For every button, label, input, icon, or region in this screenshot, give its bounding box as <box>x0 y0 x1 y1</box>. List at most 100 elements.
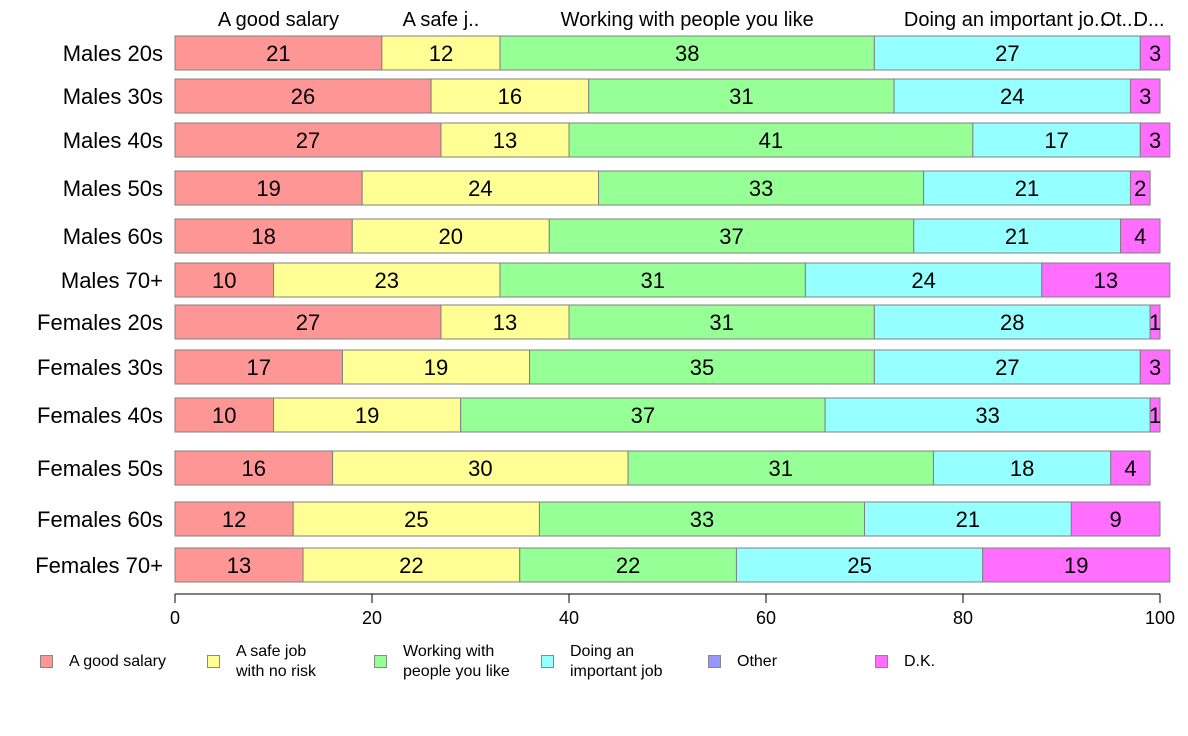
data-label: 12 <box>222 507 246 532</box>
data-label: 24 <box>911 268 935 293</box>
bar-segment <box>440 304 570 340</box>
data-label: 27 <box>995 355 1019 380</box>
data-label: 13 <box>227 553 251 578</box>
data-label: 3 <box>1149 128 1161 153</box>
bar-segment <box>174 349 343 385</box>
bar-segment <box>519 547 737 583</box>
bar-segment <box>982 547 1171 583</box>
data-label: 37 <box>631 403 655 428</box>
data-label: 24 <box>468 176 492 201</box>
bar-segment <box>913 218 1122 254</box>
top-column-label: Working with people you like <box>561 9 814 31</box>
data-label: 31 <box>729 84 753 109</box>
category-label: Females 60s <box>37 507 163 532</box>
data-label: 31 <box>769 456 793 481</box>
legend-label: D.K. <box>904 652 935 672</box>
category-label: Males 50s <box>63 176 163 201</box>
data-label: 41 <box>759 128 783 153</box>
legend-label-line: Other <box>737 653 778 670</box>
top-column-label: A good salary <box>218 9 339 31</box>
legend-label-line: D.K. <box>904 653 936 670</box>
data-label: 28 <box>1000 310 1024 335</box>
data-label: 22 <box>399 553 423 578</box>
bar-segment <box>864 501 1072 537</box>
data-label: 4 <box>1124 456 1136 481</box>
top-column-label: A safe j.. <box>403 9 480 31</box>
data-label: 35 <box>690 355 714 380</box>
data-label: 23 <box>375 268 399 293</box>
bar-segment <box>499 35 875 71</box>
bar-segment <box>174 450 334 486</box>
data-label: 31 <box>640 268 664 293</box>
category-label: Males 30s <box>63 84 163 109</box>
data-label: 26 <box>291 84 315 109</box>
data-label: 30 <box>468 456 492 481</box>
legend-label-line: Working with <box>403 643 495 660</box>
legend-swatch <box>40 655 53 668</box>
data-label: 25 <box>404 507 428 532</box>
bar-segment <box>1110 450 1151 486</box>
data-label: 16 <box>498 84 522 109</box>
data-label: 12 <box>429 41 453 66</box>
bar-segment <box>174 304 442 340</box>
data-label: 1 <box>1149 310 1161 335</box>
bar-segment <box>302 547 521 583</box>
legend-label: Working with people you like <box>403 642 510 682</box>
bar-segment <box>273 397 462 433</box>
bar-segment <box>1041 262 1171 298</box>
legend-label-line: people you like <box>403 663 510 680</box>
bar-segment <box>351 218 550 254</box>
category-label: Females 70+ <box>35 553 163 578</box>
data-label: 13 <box>493 128 517 153</box>
data-label: 33 <box>975 403 999 428</box>
data-label: 3 <box>1149 41 1161 66</box>
bar-segment <box>341 349 531 385</box>
data-label: 17 <box>246 355 270 380</box>
chart-legend: A good salary A safe job with no risk Worki… <box>40 642 1140 688</box>
data-label: 37 <box>719 224 743 249</box>
bar-segment <box>1070 501 1161 537</box>
legend-item: Working with people you like <box>374 642 510 682</box>
top-column-label: D... <box>1134 9 1165 31</box>
data-label: 21 <box>1015 176 1039 201</box>
bar-segment <box>1120 218 1161 254</box>
data-label: 9 <box>1110 507 1122 532</box>
legend-label-line: A safe job <box>236 643 307 660</box>
bar-segment <box>598 170 925 206</box>
data-label: 33 <box>690 507 714 532</box>
top-column-label: Doing an important jo... <box>904 9 1111 31</box>
legend-label-line: A good salary <box>69 653 166 670</box>
data-label: 38 <box>675 41 699 66</box>
category-label: Males 70+ <box>61 268 163 293</box>
legend-item: Other <box>708 642 777 672</box>
data-label: 10 <box>212 403 236 428</box>
data-label: 19 <box>1064 553 1088 578</box>
bar-segment <box>460 397 826 433</box>
bar-segment <box>548 218 915 254</box>
legend-item: Doing an important job <box>541 642 663 682</box>
bar-segment <box>1149 397 1161 433</box>
legend-item: A safe job with no risk <box>207 642 316 682</box>
data-label: 19 <box>424 355 448 380</box>
data-label: 22 <box>616 553 640 578</box>
category-label: Males 20s <box>63 41 163 66</box>
category-label: Females 40s <box>37 403 163 428</box>
category-label: Females 20s <box>37 310 163 335</box>
legend-item: A good salary <box>40 642 166 672</box>
legend-label: Other <box>737 652 777 672</box>
bar-segment <box>174 170 363 206</box>
data-label: 31 <box>709 310 733 335</box>
x-tick-label: 100 <box>1145 608 1175 628</box>
bar-segment <box>292 501 540 537</box>
legend-swatch <box>708 655 721 668</box>
data-label: 27 <box>296 310 320 335</box>
data-label: 20 <box>439 224 463 249</box>
bar-segment <box>273 262 501 298</box>
legend-label: A good salary <box>69 652 166 672</box>
legend-swatch <box>875 655 888 668</box>
bar-segment <box>1139 35 1171 71</box>
category-label: Females 50s <box>37 456 163 481</box>
bar-segment <box>1139 122 1171 158</box>
data-label: 17 <box>1044 128 1068 153</box>
